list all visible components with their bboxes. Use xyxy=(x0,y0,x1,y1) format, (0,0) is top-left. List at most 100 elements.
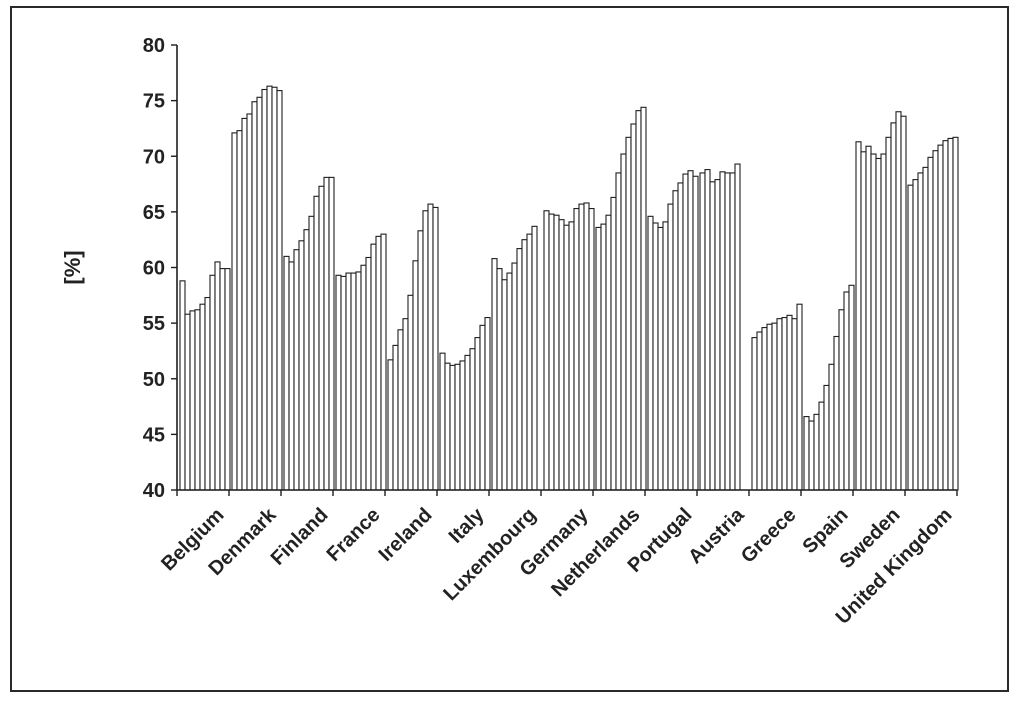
bar-greece-2 xyxy=(756,331,763,491)
bar-portugal-5 xyxy=(667,203,674,491)
bar-sweden-2 xyxy=(860,151,867,491)
bar-belgium-4 xyxy=(194,309,201,491)
x-category-label: Greece xyxy=(737,504,801,568)
bar-luxembourg-5 xyxy=(511,262,518,491)
bar-denmark-9 xyxy=(271,86,278,491)
bar-france-8 xyxy=(370,243,377,491)
bar-greece-10 xyxy=(796,303,803,491)
bar-spain-9 xyxy=(843,291,850,491)
bar-france-6 xyxy=(360,264,367,491)
bar-spain-2 xyxy=(808,420,815,491)
x-category-label: Italy xyxy=(445,503,489,547)
bar-netherlands-2 xyxy=(600,223,607,491)
bar-netherlands-10 xyxy=(640,106,647,491)
bar-germany-7 xyxy=(573,207,580,491)
bar-sweden-5 xyxy=(875,157,882,491)
bar-netherlands-5 xyxy=(615,172,622,491)
bar-portugal-6 xyxy=(672,190,679,491)
bar-netherlands-6 xyxy=(620,153,627,491)
bar-ireland-8 xyxy=(422,210,429,491)
bar-austria-4 xyxy=(714,179,721,491)
bar-denmark-1 xyxy=(231,132,238,491)
bar-united-kingdom-4 xyxy=(922,166,929,491)
bar-portugal-10 xyxy=(692,175,699,491)
y-tick-label: 55 xyxy=(143,313,165,335)
bar-portugal-9 xyxy=(687,170,694,491)
bar-ireland-2 xyxy=(392,344,399,491)
y-tick-label: 80 xyxy=(143,35,165,57)
bar-netherlands-7 xyxy=(625,136,632,491)
bar-spain-10 xyxy=(848,284,855,491)
bar-luxembourg-9 xyxy=(531,225,538,491)
bar-germany-4 xyxy=(558,219,565,491)
bar-germany-2 xyxy=(548,213,555,491)
bar-germany-10 xyxy=(588,207,595,491)
bar-luxembourg-3 xyxy=(501,279,508,491)
bar-denmark-6 xyxy=(256,96,263,491)
bar-sweden-6 xyxy=(880,153,887,491)
bar-belgium-8 xyxy=(214,261,221,491)
bar-finland-2 xyxy=(288,261,295,491)
bar-portugal-1 xyxy=(647,215,654,491)
bar-greece-8 xyxy=(786,314,793,491)
bar-denmark-4 xyxy=(246,113,253,491)
bar-italy-4 xyxy=(454,363,461,491)
bar-luxembourg-4 xyxy=(506,272,513,491)
bar-greece-4 xyxy=(766,323,773,491)
bar-finland-5 xyxy=(303,229,310,491)
bar-germany-6 xyxy=(568,221,575,491)
bar-greece-7 xyxy=(781,317,788,491)
bar-italy-9 xyxy=(479,324,486,491)
bar-austria-8 xyxy=(734,163,741,491)
bar-united-kingdom-10 xyxy=(952,136,959,491)
bar-portugal-4 xyxy=(662,221,669,491)
bar-finland-9 xyxy=(323,176,330,491)
y-tick-label: 65 xyxy=(143,202,165,224)
bar-germany-9 xyxy=(583,202,590,491)
bar-united-kingdom-2 xyxy=(912,179,919,491)
y-tick-label: 60 xyxy=(143,258,165,280)
bar-belgium-9 xyxy=(219,268,226,491)
bar-france-2 xyxy=(340,275,347,491)
bar-ireland-9 xyxy=(427,203,434,491)
bar-sweden-1 xyxy=(855,141,862,491)
bar-finland-8 xyxy=(318,185,325,491)
bar-portugal-3 xyxy=(657,226,664,491)
bar-netherlands-9 xyxy=(635,110,642,491)
bar-united-kingdom-3 xyxy=(917,172,924,491)
bar-greece-1 xyxy=(751,337,758,491)
x-category-label: France xyxy=(323,504,385,566)
bar-greece-9 xyxy=(791,318,798,491)
bar-greece-6 xyxy=(776,318,783,491)
bar-belgium-7 xyxy=(209,274,216,491)
bar-spain-1 xyxy=(803,416,810,491)
bar-italy-1 xyxy=(439,352,446,491)
bar-denmark-7 xyxy=(261,88,268,491)
bar-luxembourg-8 xyxy=(526,233,533,491)
bar-austria-5 xyxy=(719,171,726,491)
bar-ireland-7 xyxy=(417,230,424,491)
y-tick-label: 50 xyxy=(143,369,165,391)
bar-spain-3 xyxy=(813,413,820,491)
bar-netherlands-4 xyxy=(610,196,617,491)
bar-belgium-5 xyxy=(199,303,206,491)
bar-ireland-1 xyxy=(387,359,394,491)
bar-sweden-4 xyxy=(870,153,877,491)
bar-denmark-8 xyxy=(266,85,273,491)
bar-sweden-3 xyxy=(865,145,872,491)
bar-portugal-7 xyxy=(677,182,684,491)
bar-denmark-3 xyxy=(241,117,248,491)
bars-layer xyxy=(179,85,959,491)
x-category-label: Austria xyxy=(684,503,749,568)
bar-germany-5 xyxy=(563,224,570,491)
bar-finland-10 xyxy=(328,176,335,491)
bar-belgium-2 xyxy=(184,313,191,491)
y-tick-label: 45 xyxy=(143,424,165,446)
bar-italy-10 xyxy=(484,317,491,491)
bar-spain-4 xyxy=(818,401,825,491)
bar-austria-2 xyxy=(704,169,711,491)
bar-ireland-3 xyxy=(397,329,404,491)
bar-ireland-4 xyxy=(402,318,409,491)
bar-denmark-10 xyxy=(276,90,283,491)
